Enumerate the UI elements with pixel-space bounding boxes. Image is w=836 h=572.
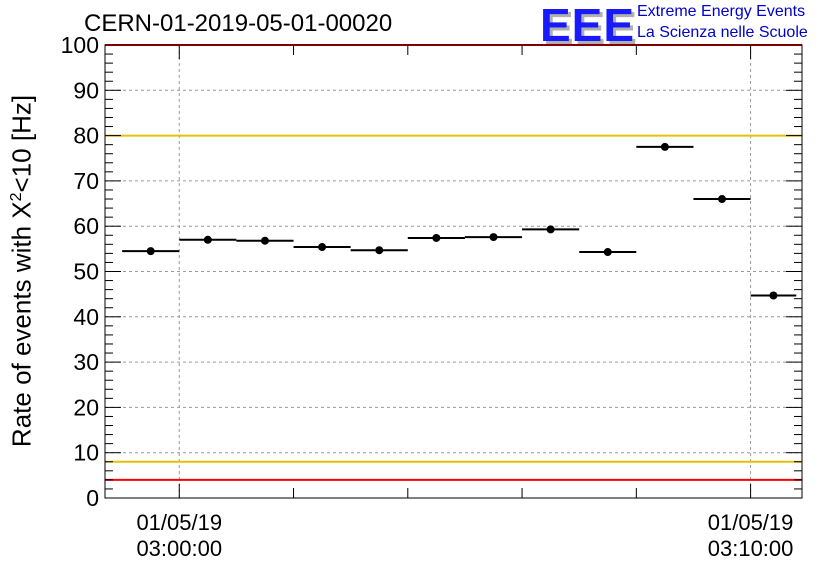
data-point: [318, 243, 327, 252]
x-tick-label: 01/05/19 03:00:00: [136, 510, 222, 562]
y-tick-label: 60: [73, 213, 99, 239]
y-tick-label: 40: [73, 304, 99, 330]
y-tick-label: 0: [86, 485, 99, 511]
y-tick-label: 80: [73, 123, 99, 149]
data-point: [603, 248, 612, 257]
data-point: [432, 233, 441, 242]
data-point: [769, 291, 778, 300]
data-point: [260, 236, 269, 245]
data-point: [546, 225, 555, 234]
logo-text-line2: La Scienza nelle Scuole: [637, 24, 808, 41]
data-point: [718, 195, 727, 204]
y-tick-label: 90: [73, 77, 99, 103]
y-tick-label: 70: [73, 168, 99, 194]
x-tick-date: 01/05/19: [136, 510, 223, 535]
data-point: [203, 235, 212, 244]
x-tick-time: 03:00:00: [136, 536, 223, 561]
y-tick-label: 10: [73, 440, 99, 466]
data-point: [489, 233, 498, 242]
y-tick-label: 100: [61, 32, 99, 58]
chart-title: CERN-01-2019-05-01-00020: [84, 10, 393, 37]
logo-text-line1: Extreme Energy Events: [637, 3, 806, 20]
y-tick-label: 20: [73, 394, 99, 420]
grid-lines: [105, 45, 802, 498]
data-points: [122, 142, 797, 300]
eee-logo-mark: EEE: [540, 0, 636, 51]
data-point: [660, 142, 669, 151]
y-tick-label: 50: [73, 259, 99, 285]
data-point: [375, 246, 384, 255]
y-tick-label: 30: [73, 349, 99, 375]
x-tick-date: 01/05/19: [707, 510, 794, 535]
axes: 0 10 20 30 40 50 60 70 80 90 100: [61, 32, 803, 511]
data-point: [146, 247, 155, 256]
x-tick-label: 01/05/19 03:10:00: [708, 510, 794, 562]
reference-lines: [105, 44, 802, 481]
x-tick-time: 03:10:00: [707, 536, 794, 561]
